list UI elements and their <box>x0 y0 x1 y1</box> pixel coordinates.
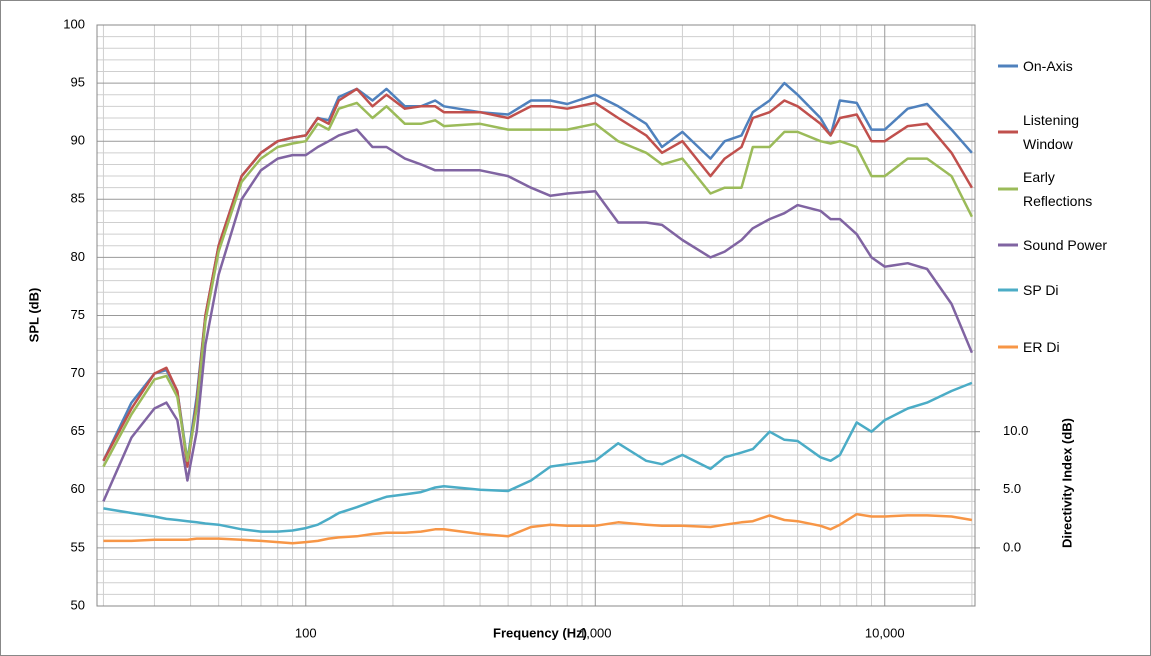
y-tick-label: 55 <box>71 539 85 554</box>
x-tick-label: 100 <box>295 625 317 640</box>
y-tick-label: 95 <box>71 75 85 90</box>
x-tick-label: 1,000 <box>579 625 612 640</box>
series-line <box>102 101 974 468</box>
y-tick-label: 80 <box>71 249 85 264</box>
legend-label: Early Reflections <box>1023 169 1093 209</box>
legend-label: Listening Window <box>1023 112 1080 152</box>
y-tick-label: 70 <box>71 365 85 380</box>
series-line <box>102 81 973 463</box>
series-line <box>102 87 973 468</box>
legend-label: Sound Power <box>1023 237 1108 253</box>
legend-label: On-Axis <box>1023 58 1073 74</box>
y-tick-label: 75 <box>71 307 85 322</box>
y2-tick-label: 10.0 <box>1003 423 1028 438</box>
y-tick-label: 100 <box>63 16 85 31</box>
y-tick-label: 85 <box>71 191 85 206</box>
plot-area <box>96 24 976 607</box>
series-line <box>103 512 973 545</box>
y-tick-label: 90 <box>71 133 85 148</box>
y-axis-label: SPL (dB) <box>26 288 41 343</box>
x-axis-label: Frequency (Hz) <box>493 625 587 640</box>
y-tick-label: 50 <box>71 597 85 612</box>
series-line <box>102 128 974 502</box>
y2-tick-label: 0.0 <box>1003 539 1021 554</box>
y-tick-label: 60 <box>71 481 85 496</box>
y-tick-label: 65 <box>71 423 85 438</box>
legend-label: ER Di <box>1023 339 1060 355</box>
y2-tick-label: 5.0 <box>1003 481 1021 496</box>
legend-label: SP Di <box>1023 282 1059 298</box>
x-tick-label: 10,000 <box>865 625 905 640</box>
y2-axis-label: Directivity Index (dB) <box>1059 418 1074 548</box>
series-line <box>103 381 973 533</box>
